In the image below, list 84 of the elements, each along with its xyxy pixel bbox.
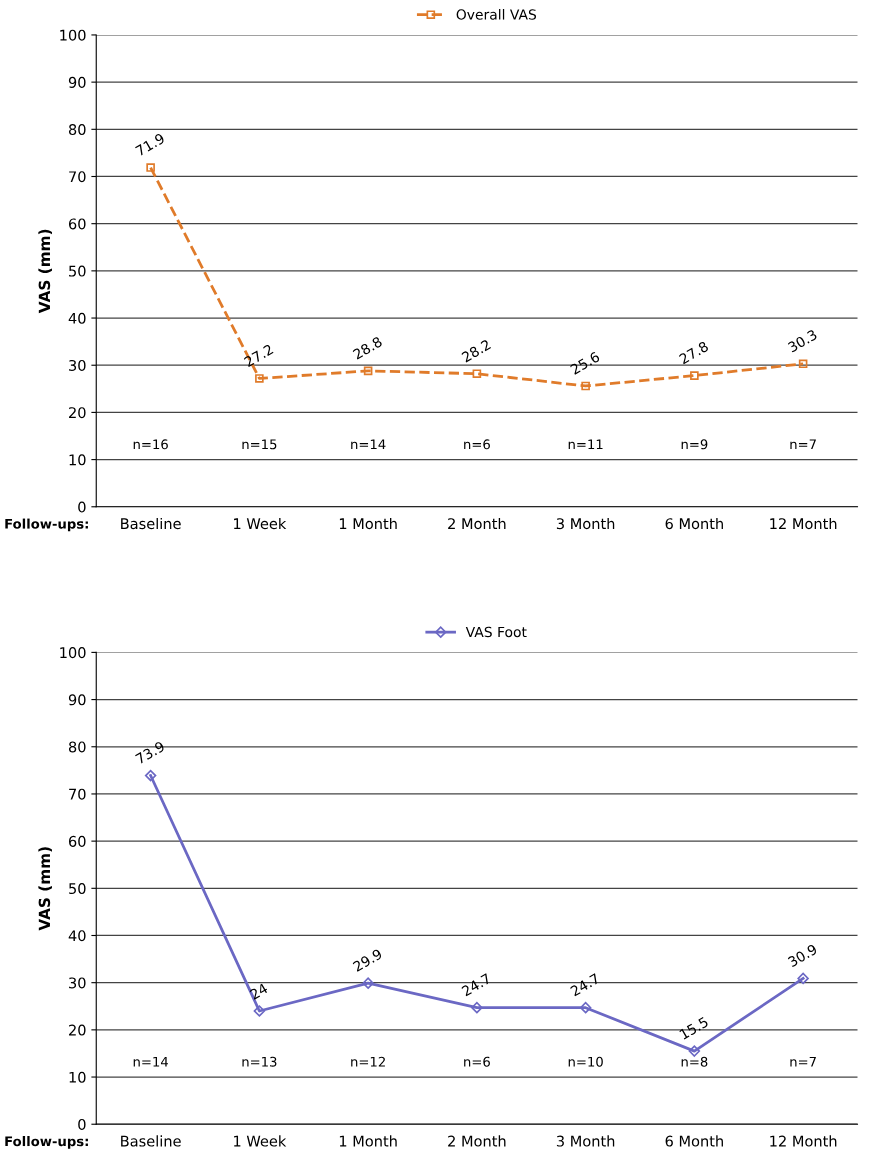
annotation: n=11 [568, 439, 603, 450]
x-tick-label: Baseline [121, 517, 181, 530]
point [579, 1001, 592, 1014]
point [581, 381, 590, 391]
y-tick-label: 50 [69, 265, 86, 277]
annotation: n=14 [351, 439, 386, 450]
x-tick-label: 12 Month [770, 517, 837, 530]
data-label: 24 [249, 982, 269, 1000]
annotation: n=16 [133, 439, 168, 450]
y-tick-label: 80 [68, 741, 86, 753]
data-label: 73.9 [134, 740, 166, 765]
point [362, 977, 374, 989]
data-label: 24.7 [569, 973, 600, 997]
x-tick-label: 1 Week [234, 517, 287, 530]
annotation: n=14 [133, 1056, 168, 1067]
data-label: 71.9 [134, 132, 166, 157]
x-tick-label: Baseline [121, 1135, 181, 1147]
y-tick-label: 70 [69, 788, 86, 800]
x-axis-title: Follow-ups: [5, 1136, 88, 1149]
x-tick-label: 6 Month [665, 1135, 723, 1147]
legend-label: VAS Foot [465, 626, 527, 638]
y-tick-label: 60 [68, 835, 86, 847]
annotation: n=7 [790, 439, 816, 450]
x-tick-label: 1 Month [339, 517, 397, 530]
data-label: 28.8 [352, 336, 383, 360]
y-axis-title: VAS (mm) [38, 847, 52, 931]
annotation: n=13 [242, 1056, 277, 1067]
x-tick-label: 6 Month [665, 517, 723, 530]
data-label: 28.2 [461, 339, 492, 363]
point [688, 1045, 701, 1057]
y-tick-label: 100 [60, 647, 86, 659]
y-tick-label: 80 [68, 124, 86, 136]
point [798, 359, 808, 369]
y-tick-label: 50 [69, 883, 86, 895]
data-label: 24.7 [461, 973, 492, 997]
annotation: n=6 [464, 439, 490, 450]
annotation: n=12 [351, 1056, 385, 1067]
data-label: 30.9 [787, 943, 818, 968]
data-label: 15.5 [679, 1016, 709, 1040]
y-tick-label: 30 [69, 977, 86, 989]
point [797, 972, 809, 985]
annotation: n=10 [568, 1056, 603, 1067]
y-tick-label: 20 [69, 407, 86, 419]
y-tick-label: 90 [68, 694, 86, 706]
x-tick-label: 3 Month [556, 517, 615, 530]
y-tick-label: 70 [69, 171, 86, 183]
y-tick-label: 30 [69, 359, 86, 371]
point [253, 1005, 266, 1017]
point [363, 366, 373, 376]
x-tick-label: 2 Month [448, 517, 506, 530]
y-tick-label: 10 [69, 454, 86, 466]
data-label: 27.2 [243, 343, 274, 368]
data-label: 29.9 [352, 948, 383, 972]
legend-label: Overall VAS [456, 9, 537, 20]
data-label: 27.8 [678, 340, 709, 365]
annotation: n=6 [464, 1056, 490, 1067]
x-axis-title: Follow-ups: [5, 518, 88, 532]
y-tick-label: 40 [68, 312, 86, 324]
y-tick-label: 90 [68, 76, 86, 88]
point [146, 163, 155, 172]
data-label: 25.6 [569, 351, 601, 375]
point [255, 374, 264, 383]
annotation: n=7 [790, 1056, 816, 1067]
x-tick-label: 1 Month [339, 1135, 397, 1147]
y-axis-title: VAS (mm) [38, 229, 52, 314]
annotation: n=9 [681, 439, 708, 450]
y-tick-label: 60 [68, 218, 86, 230]
point [690, 371, 699, 380]
annotation: n=8 [681, 1056, 708, 1067]
y-tick-label: 100 [60, 29, 86, 41]
point [471, 1001, 483, 1014]
y-tick-label: 0 [78, 501, 86, 513]
annotation: n=15 [242, 439, 277, 450]
y-tick-label: 40 [68, 930, 86, 942]
y-tick-label: 10 [69, 1071, 86, 1083]
point [472, 369, 482, 379]
y-tick-label: 0 [78, 1118, 86, 1130]
x-tick-label: 3 Month [556, 1135, 615, 1147]
x-tick-label: 1 Week [234, 1135, 287, 1147]
y-tick-label: 20 [69, 1024, 86, 1036]
point [144, 769, 157, 782]
x-tick-label: 2 Month [448, 1135, 506, 1147]
data-label: 30.3 [787, 329, 818, 353]
x-tick-label: 12 Month [770, 1135, 837, 1147]
